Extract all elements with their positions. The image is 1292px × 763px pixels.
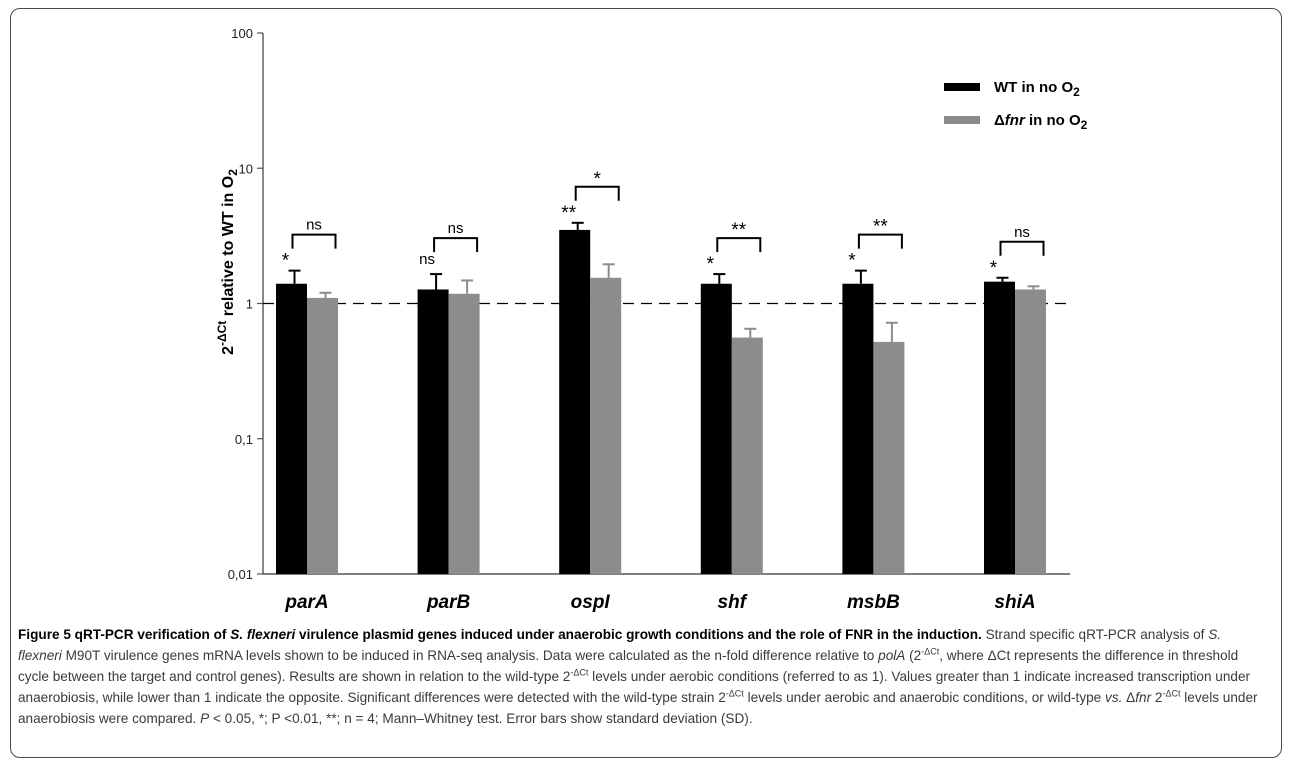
significance-label-wt-vs-fnr: ns	[306, 217, 322, 234]
chart: 100 10 1 0,1 0,01 parA parB ospI shf msbB shiA * n…	[215, 26, 1088, 613]
legend-label-wt: WT in no O2	[994, 79, 1080, 99]
y-tick-label: 100	[231, 26, 253, 41]
legend-swatch-fnr	[944, 116, 980, 124]
significance-bracket	[999, 240, 1045, 256]
bar-wt	[417, 289, 449, 574]
x-category-label: msbB	[847, 592, 900, 613]
caption-title: Figure 5 qRT-PCR verification of S. flex…	[18, 627, 982, 642]
significance-label-wt-vs-fnr: ns	[1014, 224, 1030, 241]
significance-bracket	[857, 233, 903, 249]
y-tick-label: 1	[246, 297, 253, 312]
significance-label-wt-vs-aerobic: ns	[419, 251, 435, 268]
bar-fnr	[1015, 289, 1046, 574]
y-tick-label: 0,1	[235, 432, 253, 447]
bar-wt	[700, 283, 732, 574]
bar-fnr	[307, 297, 338, 574]
legend: WT in no O2 Δfnr in no O2	[944, 79, 1088, 132]
legend-label-fnr: Δfnr in no O2	[994, 112, 1088, 132]
bar-fnr	[590, 277, 622, 574]
x-category-label: shf	[718, 592, 748, 613]
significance-label-wt-vs-aerobic: *	[707, 254, 715, 275]
x-category-label: parB	[426, 592, 471, 613]
bar-fnr	[448, 293, 480, 574]
significance-label-wt-vs-fnr: *	[593, 169, 601, 190]
bar-wt	[984, 281, 1015, 574]
significance-label-wt-vs-aerobic: *	[282, 251, 290, 272]
y-tick-label: 10	[239, 161, 253, 176]
significance-label-wt-vs-aerobic: *	[990, 258, 998, 279]
significance-bracket	[291, 233, 337, 249]
significance-label-wt-vs-fnr: **	[731, 220, 746, 241]
bar-wt	[276, 283, 307, 574]
significance-bracket	[716, 237, 762, 253]
significance-label-wt-vs-fnr: **	[873, 217, 888, 238]
significance-label-wt-vs-aerobic: *	[848, 251, 856, 272]
y-axis-label: 2-ΔCt relative to WT in O2	[215, 169, 240, 355]
bars: parA parB ospI shf msbB shiA	[276, 221, 1046, 613]
x-category-label: shiA	[994, 592, 1035, 613]
significance-label-wt-vs-fnr: ns	[448, 220, 464, 237]
x-category-label: ospI	[571, 592, 611, 613]
legend-swatch-wt	[944, 83, 980, 91]
significance-label-wt-vs-aerobic: **	[561, 203, 576, 224]
y-axis-label-group: 2-ΔCt relative to WT in O2	[215, 169, 240, 355]
bar-wt	[842, 283, 874, 574]
bar-fnr	[873, 341, 905, 574]
significance-bracket	[433, 237, 479, 253]
figure-caption: Figure 5 qRT-PCR verification of S. flex…	[18, 627, 1258, 726]
x-category-label: parA	[284, 592, 328, 613]
axes: 100 10 1 0,1 0,01	[228, 26, 1070, 582]
bar-fnr	[731, 337, 763, 574]
y-tick-label: 0,01	[228, 567, 253, 582]
figure-frame	[10, 8, 1282, 758]
bar-wt	[559, 229, 591, 574]
significance-bracket	[574, 185, 620, 201]
